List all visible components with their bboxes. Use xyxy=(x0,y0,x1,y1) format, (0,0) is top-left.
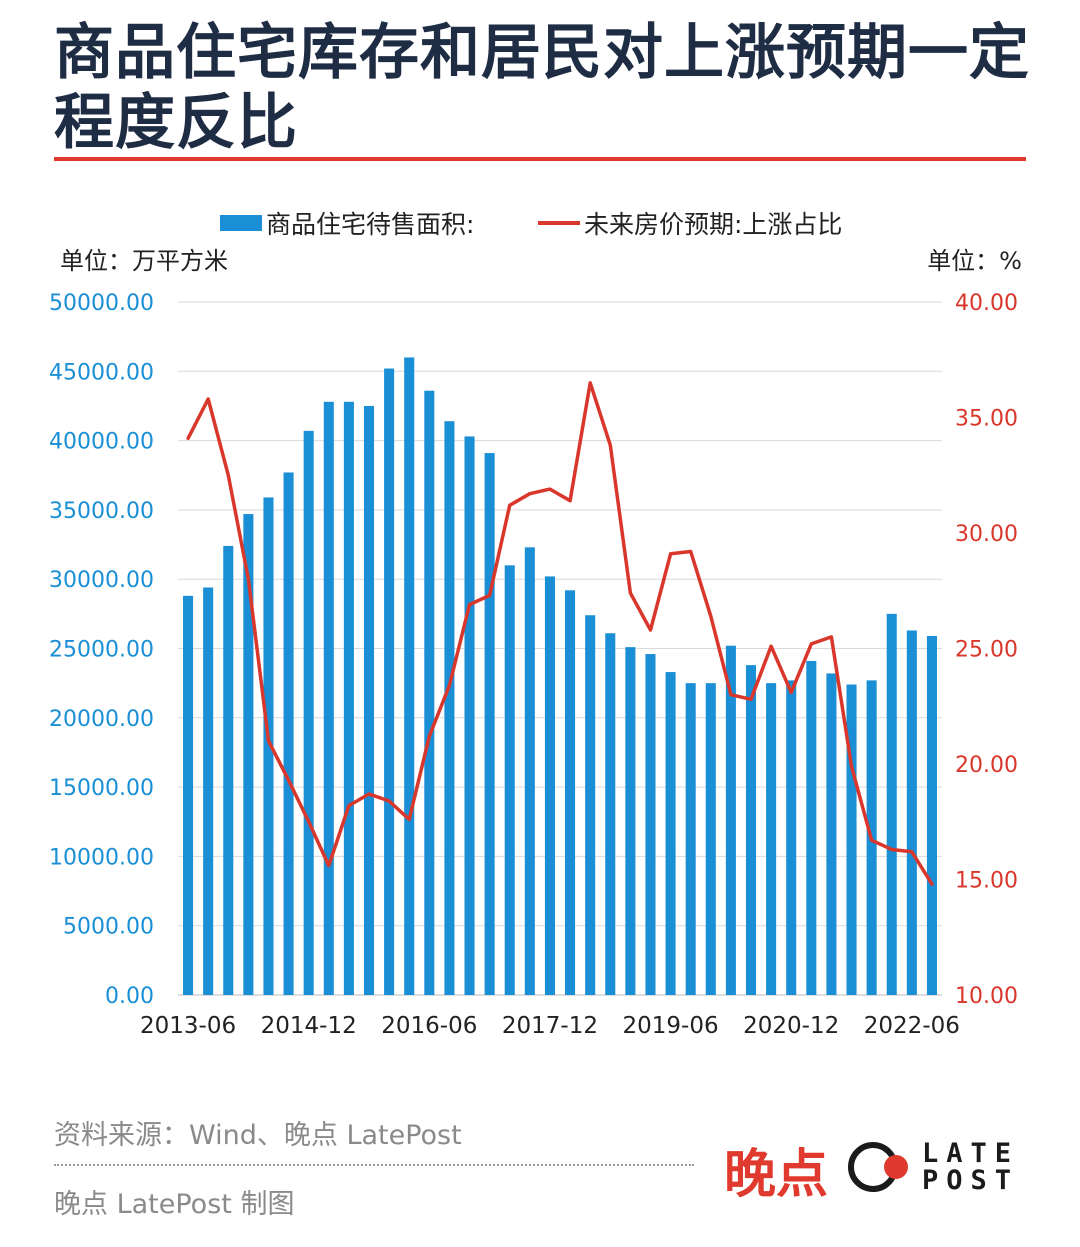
left-axis-unit: 单位：万平方米 xyxy=(60,247,228,275)
bar xyxy=(303,430,314,995)
right-tick-label: 20.00 xyxy=(955,753,1018,778)
right-tick-label: 10.00 xyxy=(955,984,1018,1009)
legend-line-label: 未来房价预期:上涨占比 xyxy=(584,210,843,239)
bar xyxy=(625,647,636,995)
x-tick-label: 2022-06 xyxy=(864,1013,960,1039)
bar xyxy=(725,645,736,995)
bar xyxy=(906,630,917,995)
left-tick-label: 35000.00 xyxy=(49,499,154,524)
bar xyxy=(223,545,234,995)
right-tick-label: 25.00 xyxy=(955,638,1018,663)
bar xyxy=(585,615,596,995)
chart-area: 0.00 5000.00 10000.00 15000.00 20000.00 25000… xyxy=(49,291,1018,1039)
bar xyxy=(524,547,535,995)
left-tick-label: 15000.00 xyxy=(49,776,154,801)
left-tick-label: 0.00 xyxy=(105,984,154,1009)
x-tick-label: 2016-06 xyxy=(381,1013,477,1039)
x-tick-label: 2013-06 xyxy=(140,1013,236,1039)
title-underline xyxy=(54,157,1026,161)
left-tick-label: 30000.00 xyxy=(49,568,154,593)
bar xyxy=(343,401,354,995)
bar xyxy=(705,683,716,995)
right-tick-label: 15.00 xyxy=(955,869,1018,894)
bar xyxy=(886,613,897,995)
left-tick-label: 5000.00 xyxy=(63,915,154,940)
left-tick-label: 20000.00 xyxy=(49,707,154,732)
bar xyxy=(384,368,395,995)
x-tick-label: 2017-12 xyxy=(502,1013,598,1039)
footer-divider xyxy=(54,1164,694,1166)
bar xyxy=(605,633,616,995)
bar xyxy=(464,436,475,995)
bar xyxy=(283,472,294,995)
left-tick-label: 25000.00 xyxy=(49,638,154,663)
legend-item-bar: 商品住宅待售面积: xyxy=(220,205,474,241)
legend-line-swatch xyxy=(538,221,580,225)
logo-en-bottom: POST xyxy=(922,1165,1020,1196)
source-note: 资料来源：Wind、晚点 LatePost xyxy=(54,1120,462,1151)
bar xyxy=(846,684,857,995)
left-tick-label: 40000.00 xyxy=(49,430,154,455)
left-tick-label: 50000.00 xyxy=(49,291,154,316)
bar xyxy=(404,357,415,995)
bar xyxy=(565,590,576,995)
bar xyxy=(243,514,254,995)
bar xyxy=(504,565,515,995)
bar xyxy=(766,683,777,995)
right-axis-unit: 单位：% xyxy=(927,247,1022,275)
legend-bar-label: 商品住宅待售面积: xyxy=(266,210,475,239)
bar xyxy=(363,405,375,995)
legend-bar-swatch xyxy=(220,215,262,231)
bar xyxy=(645,654,656,995)
legend-item-line: 未来房价预期:上涨占比 xyxy=(538,205,842,241)
left-tick-label: 10000.00 xyxy=(49,845,154,870)
bar xyxy=(826,673,837,995)
bar xyxy=(203,587,214,995)
bar xyxy=(685,683,696,995)
bar xyxy=(806,660,817,995)
bar xyxy=(484,453,495,996)
right-tick-label: 35.00 xyxy=(955,407,1018,432)
bar xyxy=(926,636,937,995)
logo-english: LATE POST xyxy=(922,1140,1032,1194)
bar xyxy=(323,401,334,995)
bar xyxy=(424,390,435,996)
bar xyxy=(263,497,274,995)
bar xyxy=(745,665,757,995)
left-tick-label: 45000.00 xyxy=(49,360,154,385)
logo-mark-icon xyxy=(848,1142,908,1192)
credit-note: 晚点 LatePost 制图 xyxy=(54,1189,295,1220)
bar xyxy=(183,595,194,995)
right-tick-label: 30.00 xyxy=(955,522,1018,547)
chart-title: 商品住宅库存和居民对上涨预期一定程度反比 xyxy=(54,18,1030,158)
bar xyxy=(786,680,797,995)
line-series xyxy=(186,381,934,886)
bar xyxy=(444,421,455,995)
logo-chinese: 晚点 xyxy=(724,1145,829,1205)
logo-en-top: LATE xyxy=(922,1138,1020,1169)
right-tick-label: 40.00 xyxy=(955,291,1018,316)
legend: 商品住宅待售面积: 未来房价预期:上涨占比 xyxy=(0,205,1080,241)
x-tick-label: 2020-12 xyxy=(743,1013,839,1039)
x-tick-label: 2019-06 xyxy=(623,1013,719,1039)
bar xyxy=(665,672,676,995)
x-tick-label: 2014-12 xyxy=(261,1013,357,1039)
bar xyxy=(544,576,555,995)
